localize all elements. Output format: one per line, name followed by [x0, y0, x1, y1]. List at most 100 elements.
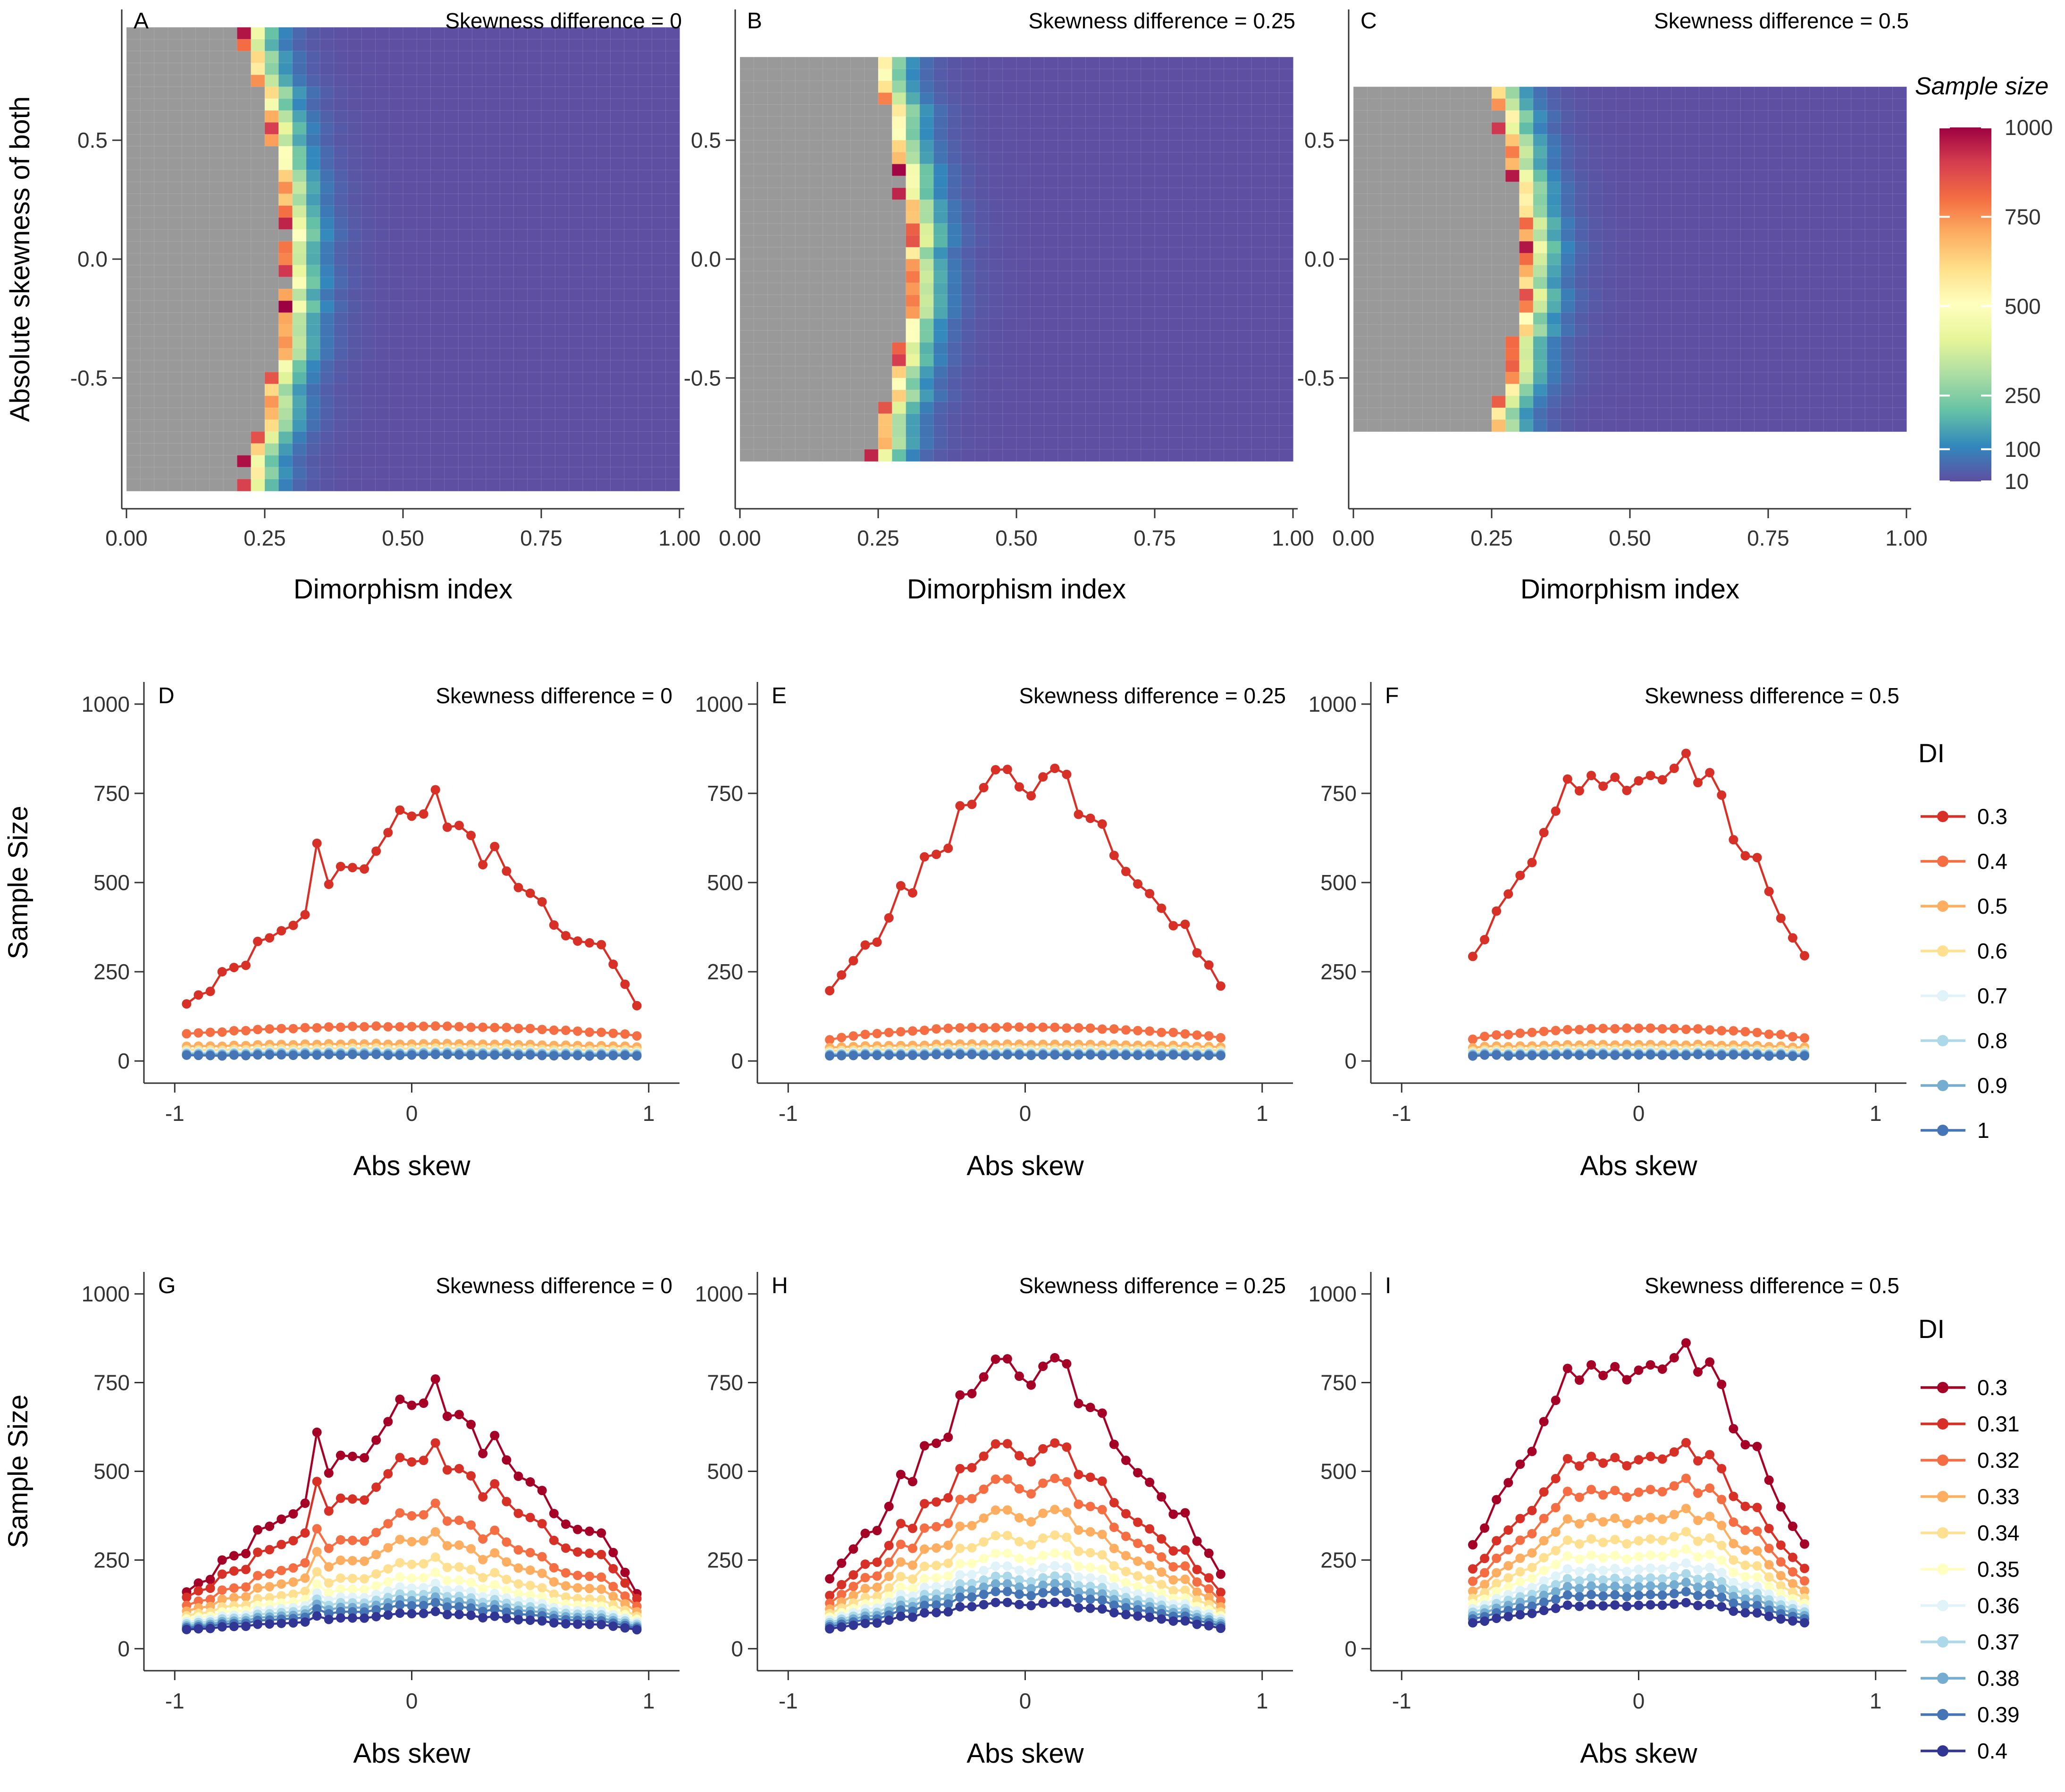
- panel-letter-H: H: [772, 1273, 788, 1298]
- x-tick-label: 0: [406, 1101, 418, 1126]
- x-tick-label: 0: [1019, 1101, 1032, 1126]
- panel-title-D: Skewness difference = 0: [436, 683, 672, 708]
- series-DI-0.3: [1468, 749, 1810, 961]
- y-tick-label: 500: [1320, 1459, 1357, 1484]
- y-tick-label: 250: [707, 959, 743, 984]
- panel-title-B: Skewness difference = 0.25: [1028, 8, 1295, 33]
- series-DI-0.33: [182, 1527, 642, 1617]
- series-DI-0.38: [1468, 1577, 1810, 1621]
- panel-title-C: Skewness difference = 0.5: [1654, 8, 1909, 33]
- x-tick-label: 1.00: [1272, 526, 1314, 550]
- heatmap-tiles-A: [126, 27, 680, 492]
- panel-title-F: Skewness difference = 0.5: [1645, 683, 1899, 708]
- legend-item-0.9: 0.9: [1921, 1073, 2007, 1098]
- y-tick-label: 250: [707, 1548, 743, 1572]
- x-tick-label: 1: [1256, 1689, 1268, 1713]
- legend-item-0.34: 0.34: [1921, 1521, 2020, 1545]
- y-tick-label: 500: [93, 870, 130, 895]
- legend-label: 0.39: [1977, 1702, 2020, 1727]
- series-DI-1: [1468, 1050, 1810, 1061]
- series-DI-0.4: [1468, 1023, 1810, 1044]
- x-tick-label: 0.25: [243, 526, 286, 550]
- heatmap-tiles-B: [739, 57, 1294, 462]
- y-axis-title: Absolute skewness of both: [5, 96, 35, 422]
- series-DI-0.36: [825, 1561, 1226, 1625]
- legend-title: DI: [1918, 1314, 1945, 1344]
- colorbar-tick-label: 750: [2005, 204, 2041, 229]
- panel-letter-G: G: [158, 1273, 176, 1298]
- legend-item-0.35: 0.35: [1921, 1557, 2020, 1582]
- y-tick-label: 750: [1320, 1371, 1357, 1395]
- y-axis-title: Sample Size: [3, 1395, 34, 1548]
- y-tick-label: 1000: [695, 692, 743, 716]
- legend-item-0.3: 0.3: [1921, 1375, 2007, 1400]
- series-DI-0.3: [825, 1353, 1226, 1584]
- x-tick-label: 1.00: [1885, 526, 1928, 550]
- y-tick-label: 750: [707, 781, 743, 806]
- series-DI-1: [182, 1050, 642, 1061]
- x-tick-label: 1.00: [658, 526, 701, 550]
- x-axis-title: Abs skew: [353, 1738, 470, 1769]
- x-tick-label: -1: [779, 1689, 798, 1713]
- x-tick-label: 0.25: [1470, 526, 1513, 550]
- legend-item-0.33: 0.33: [1921, 1484, 2020, 1509]
- panel-H-linechart: 0 250 500 750 1000 -1 0 1 Abs skew H Skewness diff…: [695, 1272, 1293, 1769]
- legend-label: 0.31: [1977, 1412, 2020, 1436]
- x-axis-title: Dimorphism index: [294, 574, 512, 605]
- legend-label: 0.7: [1977, 984, 2007, 1008]
- legend-item-0.7: 0.7: [1921, 984, 2007, 1008]
- x-tick-label: 0.50: [382, 526, 424, 550]
- colorbar-tick-label: 500: [2005, 294, 2041, 319]
- series-DI-0.3: [825, 764, 1226, 996]
- series-DI-0.33: [1468, 1504, 1810, 1596]
- x-tick-label: 0.75: [1133, 526, 1176, 550]
- series-DI-0.3: [182, 785, 642, 1010]
- series-DI-1: [825, 1050, 1226, 1061]
- x-tick-label: 0.25: [857, 526, 899, 550]
- series-DI-0.32: [825, 1473, 1226, 1608]
- y-tick-label: -0.5: [70, 366, 108, 390]
- x-tick-label: 1: [1870, 1689, 1882, 1713]
- legend-item-0.38: 0.38: [1921, 1666, 2020, 1691]
- series-DI-0.34: [1468, 1527, 1810, 1603]
- colorbar-title: Sample size: [1915, 73, 2048, 100]
- legend-item-1: 1: [1921, 1118, 1989, 1143]
- y-tick-label: 0: [731, 1636, 743, 1661]
- series-DI-0.32: [182, 1498, 642, 1611]
- panel-G-linechart: 0 250 500 750 1000 -1 0 1 Abs skew Sample Size G Sk…: [3, 1272, 680, 1769]
- y-tick-label: 750: [1320, 781, 1357, 806]
- series-DI-0.3: [182, 1374, 642, 1598]
- y-tick-label: 750: [707, 1371, 743, 1395]
- y-tick-label: 250: [93, 959, 130, 984]
- legend-label: 1: [1977, 1118, 1989, 1143]
- x-tick-label: -1: [779, 1101, 798, 1126]
- y-tick-label: -0.5: [684, 366, 721, 390]
- legend-item-0.32: 0.32: [1921, 1448, 2020, 1472]
- y-tick-label: 0.5: [1304, 128, 1335, 152]
- x-axis-title: Dimorphism index: [907, 574, 1126, 605]
- legend-label: 0.38: [1977, 1666, 2020, 1691]
- heatmap-tiles-C: [1353, 86, 1907, 432]
- y-tick-label: 500: [707, 870, 743, 895]
- series-DI-0.31: [1468, 1438, 1810, 1574]
- y-tick-label: 250: [1320, 1548, 1357, 1572]
- legend-item-0.3: 0.3: [1921, 804, 2007, 829]
- y-tick-label: 0: [1344, 1049, 1357, 1073]
- series-DI-0.31: [825, 1438, 1226, 1600]
- panel-F-linechart: 0 250 500 750 1000 -1 0 1 Abs skew F Skewness diff…: [1309, 682, 1906, 1181]
- panel-title-E: Skewness difference = 0.25: [1019, 683, 1286, 708]
- x-axis-title: Abs skew: [1580, 1738, 1697, 1769]
- series-DI-0.37: [1468, 1569, 1810, 1617]
- y-tick-label: 0: [731, 1049, 743, 1073]
- panel-title-H: Skewness difference = 0.25: [1019, 1273, 1286, 1298]
- y-tick-label: 0.5: [77, 128, 108, 152]
- legend-item-0.6: 0.6: [1921, 939, 2007, 963]
- legend-label: 0.34: [1977, 1521, 2020, 1545]
- series-DI-0.32: [1468, 1473, 1810, 1586]
- y-tick-label: -0.5: [1297, 366, 1335, 390]
- colorbar-tick-label: 100: [2005, 437, 2041, 462]
- colorbar-tick-label: 1000: [2005, 115, 2053, 140]
- y-tick-label: 500: [1320, 870, 1357, 895]
- y-tick-label: 0.0: [1304, 247, 1335, 271]
- legend-item-0.37: 0.37: [1921, 1630, 2020, 1654]
